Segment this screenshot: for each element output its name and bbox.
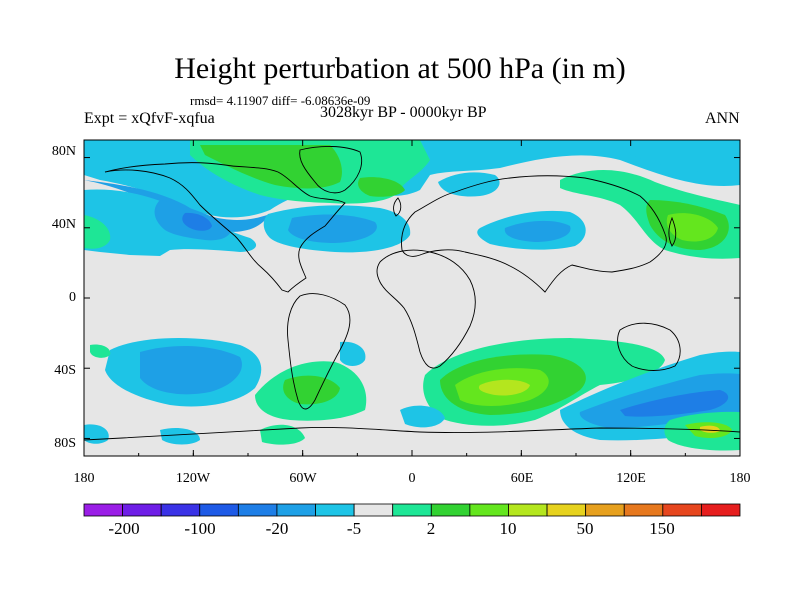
lat-labels: 80N 40N 0 40S 80S [52, 144, 76, 451]
contour-region [666, 213, 718, 242]
coastline-africa [376, 249, 476, 369]
lon-label: 180 [74, 471, 95, 486]
colorbar-label: 50 [577, 519, 594, 538]
period-label: 3028kyr BP - 0000kyr BP [320, 104, 487, 121]
colorbar-swatch [315, 503, 355, 517]
coastline-japan [668, 216, 677, 247]
lat-label: 0 [69, 290, 76, 305]
lat-label: 80N [52, 144, 76, 159]
contour-region [620, 140, 740, 173]
colorbar [83, 503, 741, 517]
contour-region [700, 425, 720, 433]
colorbar-swatch [122, 503, 162, 517]
coastline-australia [617, 322, 681, 371]
contour-region [84, 215, 111, 249]
coastline-north-america [104, 162, 346, 293]
contour-region [620, 390, 729, 417]
colorbar-swatch [546, 503, 587, 517]
lat-label: 80S [54, 436, 76, 451]
contour-region [200, 145, 342, 189]
lon-label: 120E [616, 471, 646, 486]
colorbar-swatch [430, 503, 471, 517]
lon-label: 60E [511, 471, 534, 486]
colorbar-label: -100 [184, 519, 215, 538]
coastline-eurasia [401, 175, 667, 293]
colorbar-label: 10 [500, 519, 517, 538]
rmsd-diff-stats: rmsd= 4.11907 diff= -6.08636e-09 [190, 93, 371, 108]
colorbar-labels: -200 -100 -20 -5 2 10 50 150 [108, 519, 674, 538]
colorbar-swatch [160, 503, 201, 517]
colorbar-swatch [623, 503, 664, 517]
colorbar-swatch [662, 503, 702, 517]
coastline-antarctica [84, 427, 740, 441]
colorbar-swatch [469, 503, 509, 517]
colorbar-label: -200 [108, 519, 139, 538]
coastline-uk [393, 197, 402, 217]
colorbar-swatch [353, 503, 394, 517]
lat-label: 40N [52, 217, 76, 232]
colorbar-swatch [508, 503, 548, 517]
lon-label: 0 [409, 471, 416, 486]
contour-region [340, 341, 366, 366]
lat-label: 40S [54, 363, 76, 378]
contour-region [478, 379, 530, 396]
contour-region [140, 345, 242, 395]
contour-region [504, 220, 571, 242]
lon-label: 180 [730, 471, 751, 486]
plot-title: Height perturbation at 500 hPa (in m) [174, 52, 626, 85]
lon-labels: 180 120W 60W 0 60E 120E 180 [74, 471, 751, 486]
colorbar-swatch [237, 503, 278, 517]
colorbar-swatch [276, 503, 316, 517]
colorbar-label: 150 [649, 519, 675, 538]
axis-ticks [83, 140, 741, 456]
lon-label: 60W [289, 471, 317, 486]
lon-label: 120W [176, 471, 211, 486]
coastline-greenland [299, 146, 363, 194]
contour-region [358, 177, 405, 197]
contour-region [400, 405, 445, 428]
colorbar-swatch [701, 503, 741, 517]
colorbar-swatch [199, 503, 239, 517]
colorbar-label: -5 [347, 519, 361, 538]
contour-region [438, 172, 500, 197]
contour-region [182, 212, 212, 231]
contour-region [90, 344, 111, 358]
season-label: ANN [705, 110, 740, 127]
colorbar-label: 2 [427, 519, 436, 538]
colorbar-swatch [83, 503, 123, 517]
experiment-label: Expt = xQfvF-xqfua [84, 110, 215, 127]
colorbar-label: -20 [266, 519, 289, 538]
coastlines [84, 146, 740, 441]
contour-fields [84, 140, 740, 451]
contour-region [160, 428, 200, 445]
coastline-south-america [287, 293, 351, 410]
colorbar-swatch [392, 503, 432, 517]
colorbar-swatch [585, 503, 625, 517]
